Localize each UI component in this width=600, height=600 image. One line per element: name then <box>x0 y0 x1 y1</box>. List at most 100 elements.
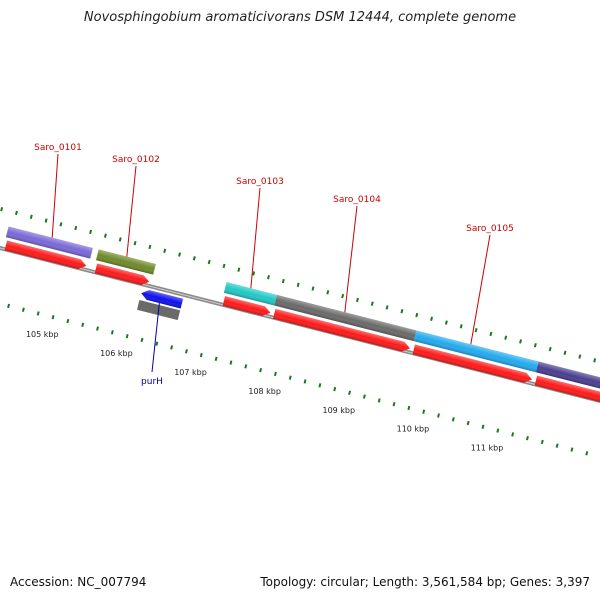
gene-label-5: Saro_0105 <box>466 224 514 234</box>
minor-tick <box>370 301 374 306</box>
minor-tick <box>96 326 99 331</box>
minor-tick <box>511 432 515 437</box>
cds-arrow-2 <box>94 263 150 286</box>
tick-label-4: 108 kbp <box>248 387 281 396</box>
genome-title: Novosphingobium aromaticivorans DSM 1244… <box>83 10 517 25</box>
gene-feature-shade <box>95 249 156 275</box>
cds-arrow-6 <box>534 375 600 405</box>
gene-leader-line <box>470 234 491 345</box>
gene-leader-line <box>151 303 160 373</box>
minor-tick <box>103 233 107 238</box>
minor-tick <box>14 210 18 216</box>
minor-tick <box>237 267 241 272</box>
minor-tick <box>303 379 307 384</box>
minor-tick <box>326 290 330 295</box>
tick-label-7: 111 kbp <box>471 444 504 453</box>
gene-feature-shade <box>5 226 93 259</box>
minor-tick <box>192 256 196 261</box>
gene-leader-line <box>126 165 137 257</box>
minor-tick <box>163 248 167 253</box>
minor-tick <box>533 343 537 348</box>
minor-tick <box>59 222 63 227</box>
minor-tick <box>451 417 455 422</box>
minor-tick <box>185 349 188 354</box>
minor-tick <box>585 451 589 456</box>
cds-arrow-4-shade <box>273 308 410 352</box>
minor-tick <box>155 341 159 346</box>
minor-tick <box>400 309 404 314</box>
minor-tick <box>81 322 85 327</box>
gene-feature-4 <box>223 282 278 306</box>
minor-tick <box>125 333 129 339</box>
minor-tick <box>229 360 233 365</box>
minor-tick <box>578 354 582 359</box>
minor-tick <box>459 324 463 329</box>
minor-tick <box>437 413 440 418</box>
gene-feature-6 <box>413 330 539 373</box>
minor-tick <box>36 311 40 316</box>
minor-tick <box>548 346 552 352</box>
minor-tick <box>430 316 434 321</box>
minor-tick <box>489 331 493 337</box>
minor-tick <box>199 352 203 358</box>
minor-tick <box>407 405 411 411</box>
minor-tick <box>444 320 448 325</box>
gene-label-6: purH <box>141 377 163 387</box>
gene-feature-5 <box>274 294 417 342</box>
minor-tick <box>504 335 508 340</box>
minor-tick <box>496 428 500 433</box>
lower-tick-rail <box>7 303 589 456</box>
minor-tick <box>244 364 248 369</box>
minor-tick <box>140 337 144 343</box>
minor-tick <box>593 358 597 363</box>
cds-arrow-6-shade <box>534 375 600 405</box>
minor-tick <box>21 307 25 312</box>
minor-tick <box>526 435 529 441</box>
minor-tick <box>333 386 337 392</box>
gene-leader-line <box>51 153 59 238</box>
cds-arrow-3-shade <box>222 296 271 316</box>
minor-tick <box>118 237 122 242</box>
minor-tick <box>29 214 33 219</box>
minor-tick <box>474 327 478 333</box>
minor-tick <box>89 229 93 235</box>
gene-feature-1 <box>5 226 93 259</box>
minor-tick <box>222 263 226 269</box>
minor-tick <box>311 286 315 291</box>
minor-tick <box>392 401 396 407</box>
gene-feature-shade <box>535 361 600 395</box>
minor-tick <box>51 315 55 320</box>
minor-tick <box>422 409 426 414</box>
gene-leader-line <box>344 205 358 313</box>
gene-label-2: Saro_0102 <box>112 155 160 165</box>
minor-tick <box>273 371 277 377</box>
minor-tick <box>563 350 567 355</box>
minor-tick <box>252 271 256 276</box>
cds-arrow-5 <box>412 344 533 383</box>
upper-tick-rail <box>0 207 597 363</box>
minor-tick <box>296 282 300 287</box>
minor-tick <box>267 275 270 280</box>
cds-arrow-1 <box>4 240 87 269</box>
minor-tick <box>0 207 4 212</box>
minor-tick <box>355 297 359 303</box>
cds-arrow-5-shade <box>412 344 533 383</box>
minor-tick <box>178 252 182 257</box>
minor-tick <box>133 241 137 246</box>
minor-tick <box>362 394 366 399</box>
genome-summary: Topology: circular; Length: 3,561,584 bp… <box>260 575 590 589</box>
gene-feature-shade <box>413 330 539 373</box>
minor-tick <box>214 356 218 362</box>
gene-leader-line <box>250 187 261 289</box>
gene-feature-shade <box>223 282 278 306</box>
cds-arrow-1-shade <box>4 240 87 269</box>
gene-feature-3 <box>141 290 184 309</box>
minor-tick <box>74 225 78 231</box>
minor-tick <box>110 330 114 335</box>
minor-tick <box>66 318 70 324</box>
minor-tick <box>341 293 345 299</box>
minor-tick <box>7 303 11 309</box>
minor-tick <box>207 259 211 265</box>
minor-tick <box>466 420 470 426</box>
tick-label-1: 105 kbp <box>26 330 59 339</box>
